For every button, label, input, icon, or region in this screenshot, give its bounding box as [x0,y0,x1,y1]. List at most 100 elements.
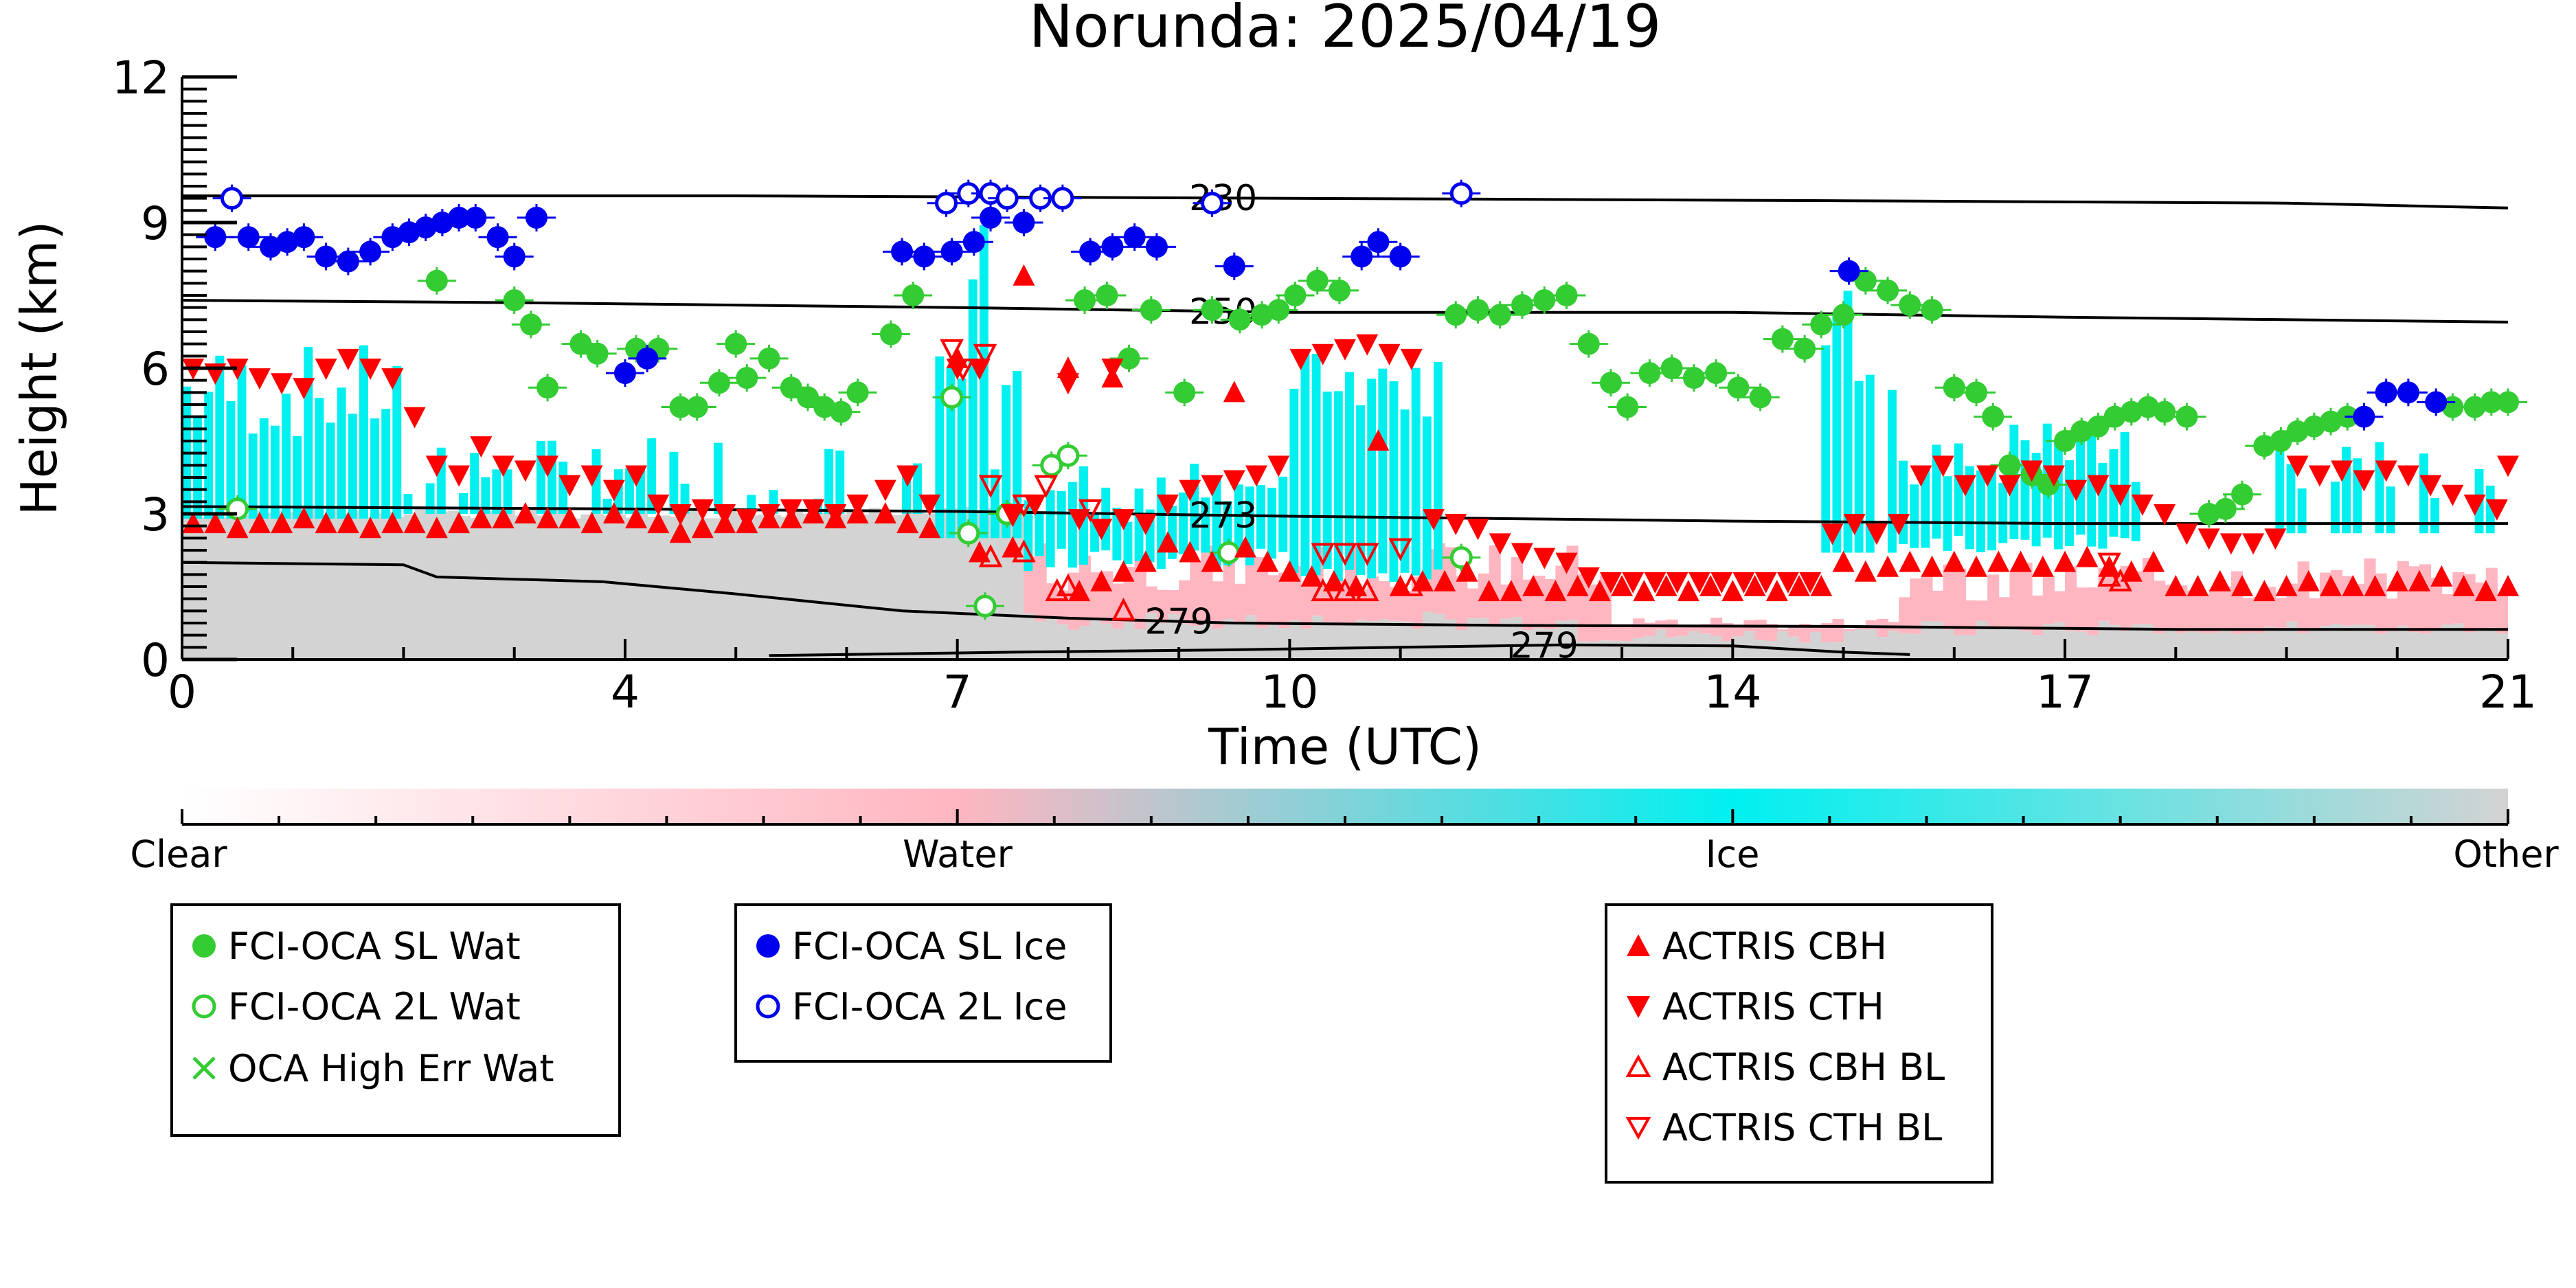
fci-oca-sl-wat-marker [1201,299,1223,321]
actris-cth-marker [2353,470,2375,492]
ice-column [503,469,512,514]
ice-column [215,355,225,519]
actris-cbh-bl-marker [1333,578,1357,602]
fci-oca-sl-ice-marker [2397,381,2419,404]
water-column [1190,561,1202,626]
actris-cth-marker [1112,509,1135,531]
water-column [2197,594,2210,633]
actris-cth-marker [625,465,648,487]
x-ticks: 0 4 7 10 14 17 21 [168,639,2537,719]
y-tick-label: 12 [112,52,170,104]
fci-oca-sl-wat-marker [2497,391,2519,414]
actris-cbh-marker [381,512,404,534]
open-triangle-up-icon [1625,1054,1651,1077]
other-column [890,515,903,659]
ice-column [1035,513,1044,556]
actris-cth-marker [1157,494,1179,516]
other-column [1245,615,1258,659]
actris-cbh-marker [1743,575,1766,596]
actris-cth-marker [293,378,315,400]
water-column [2142,558,2155,624]
fci-oca-sl-wat-marker [1489,304,1511,326]
actris-cth-marker [2219,533,2242,555]
actris-cbh-marker [669,521,692,543]
actris-cth-bl-marker [1034,475,1058,498]
actris-cbh-bl-marker [2097,563,2121,587]
other-column [2297,633,2309,659]
other-column [2474,631,2487,659]
actris-cbh-marker [2452,575,2475,596]
ice-column [824,449,834,514]
actris-cbh-bl-marker [978,544,1003,567]
actris-cth-bl-marker [951,359,975,382]
x-tick-label: 7 [943,666,972,719]
actris-cbh-bl-marker [1056,573,1081,596]
actris-cth-marker [425,455,448,477]
other-column [879,517,892,659]
other-column [791,511,803,659]
actris-cth-marker [2308,465,2331,487]
x-tick-label: 4 [611,666,640,719]
water-column [2496,596,2508,634]
other-column [1411,629,1423,659]
water-column [2065,566,2077,631]
other-column [846,510,859,659]
actris-cth-marker [1888,514,1910,536]
ice-column [1389,381,1399,582]
fci-oca-sl-ice-marker [636,347,659,370]
actris-cbh-marker [2187,575,2209,596]
other-column [2308,628,2320,659]
other-column [1910,633,1922,659]
actris-cth-marker [1311,343,1334,365]
other-column [957,506,969,659]
ice-column [1123,521,1133,565]
ice-column [1179,492,1188,554]
actris-cth-marker [1799,572,1822,594]
actris-cth-marker [1179,479,1201,501]
other-column [1367,620,1379,659]
other-column [979,507,992,659]
water-column [1821,623,1833,642]
fci-oca-sl-wat-marker [1660,357,1683,379]
ice-column [315,398,324,519]
y-tick-label: 6 [141,343,170,396]
actris-cbh-marker [1223,381,1245,403]
other-column [1876,637,1889,659]
other-column [1555,620,1568,659]
actris-cth-marker [1356,334,1379,356]
fci-oca-sl-ice-marker [525,206,547,229]
actris-cth-marker [337,348,359,370]
actris-cbh-marker [514,502,536,523]
actris-cth-marker [1378,343,1401,365]
fci-oca-2l-ice-marker [1449,182,1473,205]
fci-oca-2l-ice-marker [995,187,1019,210]
water-column [1998,597,2011,629]
ice-column [1865,374,1875,553]
ice-column [481,477,490,514]
actris-cth-marker [580,465,603,487]
actris-cth-marker [1201,475,1223,497]
actris-cth-marker [1511,543,1533,565]
actris-cth-marker [470,436,493,458]
fci-oca-sl-wat-marker [725,332,747,355]
water-column [2208,589,2221,633]
ice-column [1367,379,1377,578]
water-column [1987,574,2000,627]
water-column [1965,600,1978,635]
chart-title: Norunda: 2025/04/19 [1029,0,1662,61]
actris-cth-marker [1467,519,1489,541]
other-column [1500,618,1512,659]
actris-cbh-marker [2408,569,2431,591]
actris-cth-marker [1555,552,1578,574]
fci-oca-2l-ice-marker [1201,192,1224,215]
fci-oca-sl-wat-marker [1705,362,1728,385]
other-column [2042,624,2055,659]
actris-cth-marker [2065,479,2088,501]
ice-column [2297,488,2307,534]
fci-oca-sl-ice-marker [237,226,260,249]
other-column [691,508,703,659]
actris-cbh-marker [2364,575,2386,596]
fci-oca-sl-wat-marker [1267,299,1290,321]
fci-oca-sl-wat-marker [2154,400,2176,423]
fci-oca-sl-wat-marker [1877,279,1899,302]
